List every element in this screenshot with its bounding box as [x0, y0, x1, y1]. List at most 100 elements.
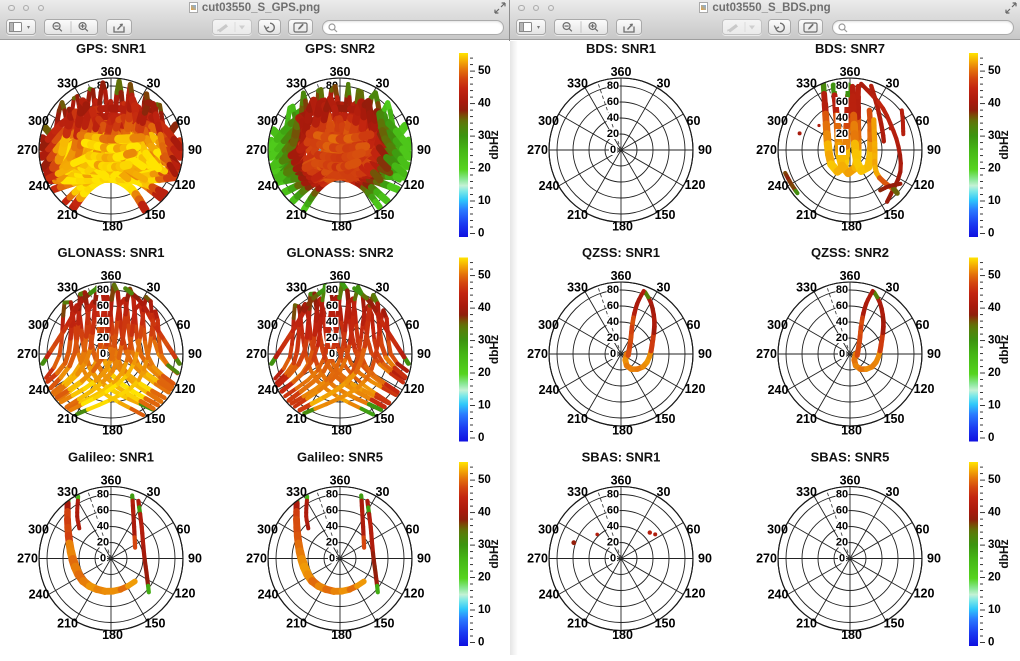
svg-text:90: 90 [927, 347, 941, 361]
svg-text:90: 90 [927, 552, 941, 566]
svg-text:300: 300 [257, 523, 278, 537]
svg-text:360: 360 [101, 65, 122, 79]
svg-text:60: 60 [177, 318, 191, 332]
svg-text:30: 30 [988, 539, 1001, 551]
svg-text:30: 30 [376, 77, 390, 91]
svg-text:360: 360 [840, 65, 861, 79]
svg-text:60: 60 [326, 505, 338, 517]
svg-text:60: 60 [177, 523, 191, 537]
svg-text:120: 120 [685, 382, 706, 396]
svg-text:60: 60 [406, 114, 420, 128]
svg-text:360: 360 [840, 269, 861, 283]
svg-text:120: 120 [404, 587, 425, 601]
svg-text:60: 60 [406, 318, 420, 332]
svg-text:90: 90 [417, 143, 431, 157]
svg-text:150: 150 [884, 617, 905, 631]
svg-text:dbHz: dbHz [487, 335, 501, 364]
svg-text:80: 80 [836, 80, 848, 92]
svg-text:30: 30 [657, 485, 671, 499]
svg-text:GPS: SNR1: GPS: SNR1 [76, 41, 146, 56]
svg-text:60: 60 [607, 96, 619, 108]
svg-text:300: 300 [28, 114, 49, 128]
svg-text:20: 20 [607, 128, 619, 140]
svg-text:60: 60 [916, 114, 930, 128]
svg-text:60: 60 [836, 300, 848, 312]
svg-text:40: 40 [836, 112, 848, 124]
svg-text:60: 60 [687, 523, 701, 537]
svg-text:210: 210 [286, 208, 307, 222]
svg-text:20: 20 [478, 572, 491, 584]
svg-text:120: 120 [175, 382, 196, 396]
svg-text:270: 270 [756, 143, 777, 157]
svg-text:20: 20 [988, 572, 1001, 584]
svg-text:20: 20 [988, 367, 1001, 379]
svg-text:60: 60 [836, 96, 848, 108]
svg-text:60: 60 [607, 300, 619, 312]
svg-text:QZSS: SNR1: QZSS: SNR1 [582, 245, 660, 260]
svg-text:0: 0 [988, 637, 994, 649]
svg-text:20: 20 [326, 537, 338, 549]
svg-text:150: 150 [145, 412, 166, 426]
svg-text:50: 50 [478, 474, 491, 486]
svg-text:dbHz: dbHz [997, 335, 1011, 364]
svg-text:dbHz: dbHz [487, 130, 501, 159]
svg-text:120: 120 [404, 178, 425, 192]
svg-text:240: 240 [258, 588, 279, 602]
svg-text:60: 60 [97, 300, 109, 312]
svg-text:120: 120 [404, 382, 425, 396]
svg-text:80: 80 [97, 284, 109, 296]
svg-text:90: 90 [188, 552, 202, 566]
svg-text:90: 90 [417, 552, 431, 566]
svg-text:300: 300 [28, 318, 49, 332]
svg-text:0: 0 [100, 553, 106, 565]
svg-text:90: 90 [188, 347, 202, 361]
svg-text:80: 80 [836, 489, 848, 501]
svg-text:40: 40 [97, 316, 109, 328]
svg-text:0: 0 [988, 228, 994, 240]
svg-text:270: 270 [527, 143, 548, 157]
svg-text:0: 0 [478, 228, 484, 240]
svg-text:360: 360 [330, 269, 351, 283]
svg-text:40: 40 [478, 302, 491, 314]
svg-text:0: 0 [610, 553, 616, 565]
svg-text:120: 120 [914, 178, 935, 192]
svg-text:60: 60 [607, 505, 619, 517]
svg-text:120: 120 [685, 587, 706, 601]
svg-text:GLONASS: SNR2: GLONASS: SNR2 [287, 245, 394, 260]
svg-text:40: 40 [988, 98, 1001, 110]
svg-text:270: 270 [17, 552, 38, 566]
svg-text:20: 20 [97, 332, 109, 344]
svg-text:10: 10 [478, 195, 491, 207]
svg-text:40: 40 [607, 112, 619, 124]
svg-text:330: 330 [286, 485, 307, 499]
svg-text:dbHz: dbHz [997, 539, 1011, 568]
svg-text:60: 60 [97, 505, 109, 517]
svg-text:180: 180 [102, 628, 123, 642]
svg-text:20: 20 [607, 332, 619, 344]
svg-text:30: 30 [657, 281, 671, 295]
svg-text:BDS: SNR1: BDS: SNR1 [586, 41, 656, 56]
svg-text:60: 60 [326, 300, 338, 312]
svg-text:40: 40 [607, 521, 619, 533]
svg-text:0: 0 [100, 348, 106, 360]
svg-text:150: 150 [374, 412, 395, 426]
svg-text:150: 150 [145, 208, 166, 222]
svg-text:150: 150 [374, 208, 395, 222]
svg-text:240: 240 [768, 179, 789, 193]
svg-text:300: 300 [28, 523, 49, 537]
svg-text:0: 0 [839, 553, 845, 565]
svg-text:300: 300 [538, 318, 559, 332]
svg-text:40: 40 [836, 521, 848, 533]
svg-text:40: 40 [836, 316, 848, 328]
svg-text:50: 50 [988, 65, 1001, 77]
svg-text:40: 40 [478, 98, 491, 110]
svg-text:GLONASS: SNR1: GLONASS: SNR1 [58, 245, 165, 260]
svg-text:330: 330 [57, 281, 78, 295]
svg-text:40: 40 [478, 507, 491, 519]
svg-text:40: 40 [607, 316, 619, 328]
svg-text:270: 270 [527, 347, 548, 361]
svg-text:30: 30 [886, 485, 900, 499]
svg-text:330: 330 [286, 281, 307, 295]
svg-text:30: 30 [988, 130, 1001, 142]
svg-text:50: 50 [988, 270, 1001, 282]
